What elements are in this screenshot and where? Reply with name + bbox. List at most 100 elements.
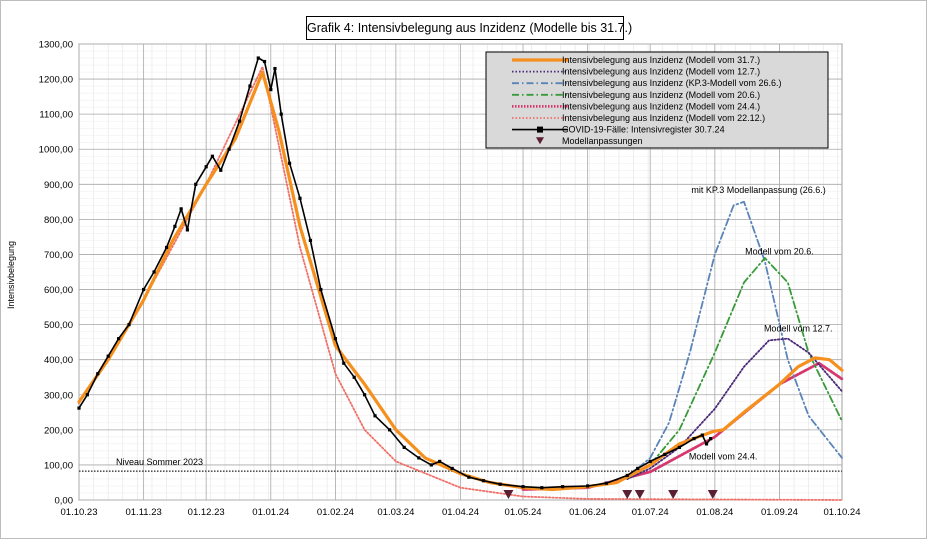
- y-tick-label: 800,00: [44, 215, 73, 226]
- data-point: [402, 445, 406, 449]
- data-point: [248, 84, 252, 88]
- legend-label: Intensivbelegung aus Inzidenz (Modell vo…: [562, 113, 765, 123]
- data-point: [269, 88, 273, 92]
- x-tick-label: 01.10.23: [61, 507, 98, 518]
- data-point: [438, 459, 442, 464]
- series-line-1: [626, 337, 843, 480]
- model-adjustment-marker: [707, 490, 718, 499]
- legend-label: Intensivbelegung aus Inzidenz (Modell vo…: [562, 90, 760, 100]
- legend-label: Intensivbelegung aus Inzidenz (Modell vo…: [562, 101, 760, 111]
- model-adjustment-marker: [668, 490, 679, 499]
- legend-label: Intensivbelegung aus Inzidenz (Modell vo…: [562, 67, 760, 77]
- data-point: [648, 459, 652, 464]
- x-tick-label: 01.06.24: [569, 507, 606, 518]
- data-point: [262, 59, 267, 64]
- data-point: [625, 473, 629, 478]
- data-point: [227, 147, 231, 151]
- data-point: [96, 372, 100, 376]
- model-adjustment-marker: [634, 490, 645, 499]
- y-tick-label: 1300,00: [39, 40, 73, 51]
- annotation-label: Modell vom 20.6.: [745, 246, 814, 256]
- data-point: [663, 452, 667, 456]
- data-point: [363, 393, 367, 397]
- data-point: [450, 466, 454, 471]
- data-point: [319, 287, 323, 292]
- x-tick-label: 01.02.24: [317, 507, 354, 518]
- x-tick-label: 01.10.24: [824, 507, 861, 518]
- data-point: [273, 66, 277, 71]
- chart-title: Grafik 4: Intensivbelegung aus Inzidenz …: [306, 16, 632, 40]
- y-tick-label: 600,00: [44, 285, 73, 296]
- legend-label: Intensivbelegung aus Inzidenz (Modell vo…: [562, 55, 760, 65]
- y-tick-label: 1100,00: [39, 110, 73, 121]
- data-point: [210, 154, 215, 158]
- data-point: [142, 287, 146, 292]
- x-tick-label: 01.08.24: [696, 507, 733, 518]
- data-point: [373, 414, 377, 418]
- y-tick-label: 100,00: [44, 460, 73, 471]
- data-point: [256, 56, 260, 60]
- y-tick-label: 1200,00: [39, 75, 73, 86]
- data-point: [388, 428, 392, 432]
- y-tick-label: 400,00: [44, 355, 73, 366]
- legend: Intensivbelegung aus Inzidenz (Modell vo…: [485, 51, 829, 149]
- data-point: [219, 168, 223, 172]
- model-adjustment-marker: [622, 490, 633, 499]
- legend-label: Intensivbelegung aus Inzidenz (KP.3-Mode…: [562, 78, 781, 88]
- data-point: [704, 442, 709, 446]
- data-point: [152, 270, 156, 274]
- y-tick-label: 0,00: [55, 496, 74, 507]
- data-point: [677, 445, 681, 449]
- data-point: [352, 375, 356, 379]
- data-point: [342, 361, 346, 365]
- data-point: [333, 337, 338, 341]
- model-adjustment-marker: [503, 490, 514, 499]
- data-point: [77, 406, 81, 410]
- data-point: [636, 466, 640, 471]
- data-point: [604, 481, 609, 485]
- data-point: [204, 165, 208, 169]
- x-tick-label: 01.07.24: [632, 507, 669, 518]
- data-point: [308, 238, 313, 243]
- series-line-2: [626, 200, 843, 479]
- data-point: [586, 484, 590, 488]
- legend-marker: [536, 137, 544, 145]
- legend-label: COVID-19-Fälle: Intensivregister 30.7.24: [562, 125, 725, 135]
- annotation-label: Modell vom 12.7.: [764, 324, 833, 334]
- data-point: [498, 482, 502, 486]
- data-point: [467, 475, 471, 479]
- data-point: [700, 433, 704, 437]
- data-point: [561, 485, 565, 489]
- data-point: [127, 323, 131, 327]
- data-point: [237, 119, 242, 123]
- y-tick-label: 300,00: [44, 390, 73, 401]
- data-point: [540, 486, 544, 490]
- x-tick-label: 01.01.24: [252, 507, 289, 518]
- y-tick-label: 500,00: [44, 320, 73, 331]
- data-point: [709, 437, 713, 441]
- annotation-label: Modell vom 24.4.: [689, 452, 758, 462]
- data-point: [521, 485, 525, 489]
- y-tick-label: 1000,00: [39, 145, 73, 156]
- x-tick-label: 01.12.23: [188, 507, 225, 518]
- data-point: [117, 337, 121, 341]
- data-point: [279, 112, 283, 116]
- data-point: [106, 354, 110, 358]
- y-tick-label: 200,00: [44, 425, 73, 436]
- data-point: [179, 207, 183, 211]
- data-point: [85, 393, 89, 397]
- data-point: [429, 463, 433, 467]
- data-point: [173, 224, 177, 228]
- annotation-label: mit KP.3 Modellanpassung (26.6.): [691, 185, 825, 195]
- data-point: [481, 479, 486, 483]
- data-point: [298, 196, 302, 200]
- x-tick-label: 01.04.24: [442, 507, 479, 518]
- data-point: [194, 182, 198, 186]
- series-line-6: [78, 57, 712, 489]
- data-point: [185, 228, 190, 232]
- data-point: [692, 437, 696, 441]
- y-tick-label: 900,00: [44, 180, 73, 191]
- x-tick-label: 01.11.23: [125, 507, 161, 518]
- legend-label: Modellanpassungen: [562, 136, 643, 146]
